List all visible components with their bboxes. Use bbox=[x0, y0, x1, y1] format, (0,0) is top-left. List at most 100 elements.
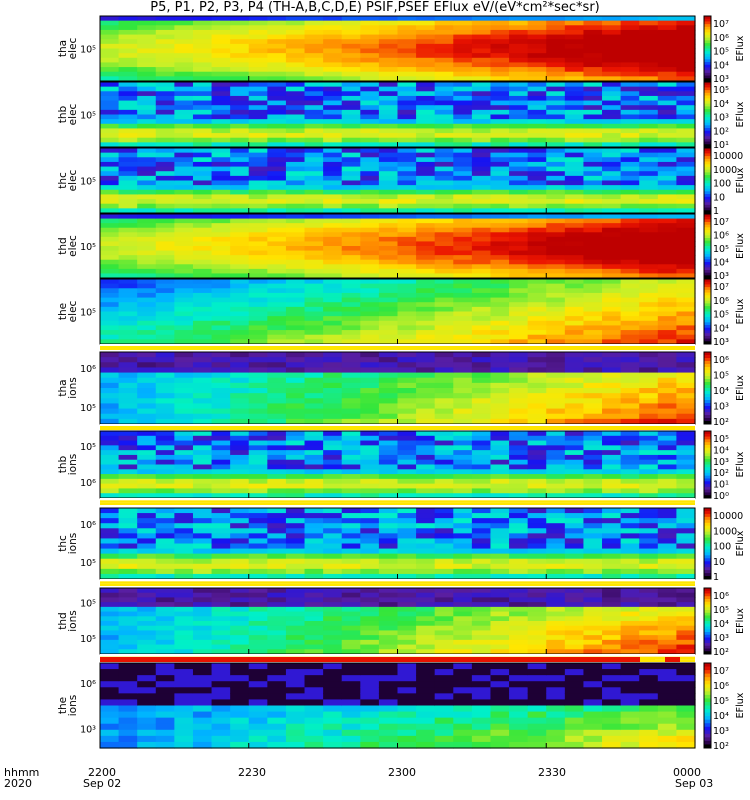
colorbar-step bbox=[704, 632, 711, 636]
heatmap-cell bbox=[602, 39, 622, 45]
heatmap-cell bbox=[509, 232, 529, 238]
heatmap-cell bbox=[416, 123, 436, 130]
heatmap-cell bbox=[583, 454, 603, 461]
heatmap-cell bbox=[118, 157, 138, 163]
heatmap-cell bbox=[453, 43, 473, 50]
heatmap-cell bbox=[546, 711, 566, 719]
heatmap-cell bbox=[174, 109, 194, 116]
heatmap-cell bbox=[416, 264, 436, 270]
heatmap-cell bbox=[323, 39, 343, 45]
heatmap-cell bbox=[137, 367, 157, 374]
heatmap-cell bbox=[509, 558, 529, 565]
heatmap-cell bbox=[137, 232, 157, 238]
heatmap-cell bbox=[323, 649, 343, 655]
heatmap-cell bbox=[137, 352, 157, 358]
heatmap-cell bbox=[378, 67, 399, 73]
heatmap-cell bbox=[602, 175, 622, 182]
heatmap-cell bbox=[657, 325, 678, 331]
heatmap-cell bbox=[657, 214, 678, 220]
heatmap-cell bbox=[304, 649, 324, 655]
heatmap-cell bbox=[155, 393, 175, 399]
colorbar-step bbox=[704, 191, 711, 195]
heatmap-cell bbox=[230, 675, 250, 682]
heatmap-cell bbox=[137, 62, 157, 68]
heatmap-cell bbox=[434, 142, 454, 148]
heatmap-cell bbox=[471, 533, 492, 540]
heatmap-cell bbox=[620, 214, 640, 220]
heatmap-cell bbox=[490, 279, 510, 285]
heatmap-cell bbox=[416, 199, 436, 205]
heatmap-cell bbox=[676, 723, 696, 731]
heatmap-cell bbox=[676, 264, 696, 270]
heatmap-cell bbox=[471, 339, 492, 345]
heatmap-cell bbox=[453, 297, 473, 303]
heatmap-cell bbox=[434, 699, 454, 707]
colorbar-step bbox=[704, 726, 711, 731]
heatmap-cell bbox=[100, 100, 120, 106]
heatmap-cell bbox=[174, 330, 194, 336]
heatmap-cell bbox=[341, 621, 361, 627]
heatmap-cell bbox=[583, 288, 603, 294]
heatmap-cell bbox=[676, 602, 696, 608]
heatmap-cell bbox=[192, 464, 213, 470]
heatmap-cell bbox=[267, 223, 287, 229]
heatmap-cell bbox=[416, 288, 436, 294]
heatmap-cell bbox=[341, 606, 361, 613]
heatmap-cell bbox=[192, 232, 213, 238]
heatmap-cell bbox=[100, 203, 120, 209]
heatmap-cell bbox=[304, 474, 324, 480]
heatmap-cell bbox=[416, 408, 436, 415]
heatmap-cell bbox=[453, 372, 473, 379]
heatmap-cell bbox=[100, 362, 120, 369]
heatmap-cell bbox=[509, 538, 529, 545]
colorbar-step bbox=[704, 84, 711, 88]
colorbar-step bbox=[704, 316, 711, 321]
heatmap-cell bbox=[657, 161, 678, 168]
heatmap-cell bbox=[211, 218, 231, 224]
heatmap-cell bbox=[397, 533, 417, 540]
heatmap-cell bbox=[434, 95, 454, 102]
heatmap-cell bbox=[416, 663, 436, 670]
heatmap-cell bbox=[378, 334, 399, 340]
heatmap-cell bbox=[676, 161, 696, 168]
heatmap-cell bbox=[211, 597, 231, 603]
heatmap-cell bbox=[137, 741, 157, 749]
heatmap-cell bbox=[602, 152, 622, 158]
heatmap-cell bbox=[639, 259, 659, 265]
heatmap-cell bbox=[267, 474, 287, 480]
heatmap-cell bbox=[230, 418, 250, 425]
colorbar-tick-label: 10⁴ bbox=[713, 60, 729, 71]
heatmap-cell bbox=[285, 16, 306, 22]
heatmap-cell bbox=[453, 283, 473, 289]
heatmap-cell bbox=[174, 518, 194, 524]
heatmap-cell bbox=[137, 302, 157, 308]
heatmap-cell bbox=[211, 223, 231, 229]
heatmap-cell bbox=[397, 325, 417, 331]
colorbar-step bbox=[704, 53, 711, 58]
heatmap-cell bbox=[453, 528, 473, 534]
heatmap-cell bbox=[248, 699, 268, 707]
heatmap-cell bbox=[490, 616, 510, 622]
heatmap-cell bbox=[378, 273, 399, 279]
heatmap-cell bbox=[285, 508, 306, 514]
heatmap-cell bbox=[676, 493, 696, 499]
heatmap-cell bbox=[490, 175, 510, 182]
heatmap-cell bbox=[378, 649, 399, 655]
heatmap-cell bbox=[602, 180, 622, 186]
heatmap-cell bbox=[490, 418, 510, 425]
heatmap-cell bbox=[620, 362, 640, 369]
x-tick-3-time: 2330 bbox=[538, 766, 566, 779]
heatmap-cell bbox=[323, 133, 343, 139]
heatmap-cell bbox=[657, 306, 678, 313]
heatmap-cell bbox=[285, 123, 306, 130]
colorbar-step bbox=[704, 464, 711, 468]
heatmap-cell bbox=[602, 450, 622, 456]
colorbar-step bbox=[704, 303, 711, 307]
heatmap-cell bbox=[267, 711, 287, 719]
heatmap-cell bbox=[657, 241, 678, 247]
heatmap-cell bbox=[564, 339, 585, 345]
heatmap-cell bbox=[583, 616, 603, 622]
